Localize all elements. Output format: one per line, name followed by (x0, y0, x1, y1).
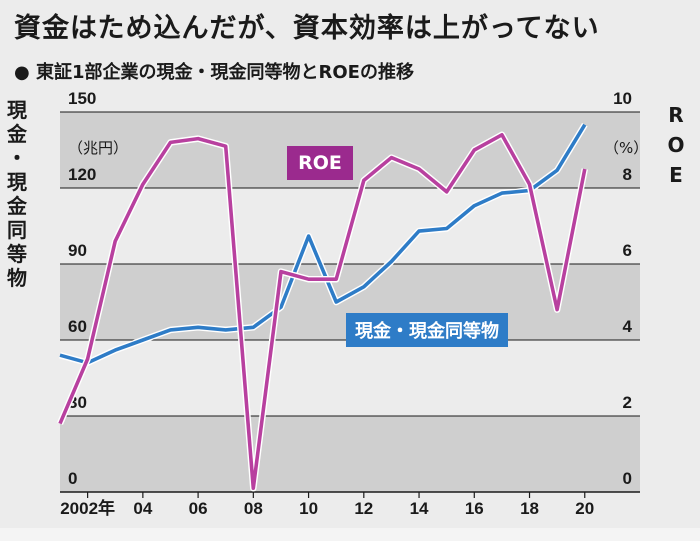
x-tick-label: 14 (410, 499, 429, 518)
right-tick-label: 4 (623, 317, 633, 336)
right-tick-label: 10 (613, 89, 632, 108)
cash-callout: 現金・現金同等物 (346, 313, 508, 347)
footer-strip (0, 528, 700, 541)
x-tick-label: 12 (354, 499, 373, 518)
roe-series-line (58, 133, 587, 491)
chart-title: 資金はため込んだが、資本効率は上がってない (14, 13, 600, 44)
grid-band (60, 416, 640, 492)
right-tick-label: 6 (623, 241, 632, 260)
left-tick-label: 0 (68, 469, 77, 488)
x-tick-label: 18 (520, 499, 539, 518)
right-tick-label: 0 (623, 469, 632, 488)
left-tick-label: 150 (68, 89, 96, 108)
right-tick-label: 2 (623, 393, 632, 412)
series-lines (57, 123, 588, 492)
x-tick-label: 2002年 (60, 498, 115, 518)
left-tick-label: 120 (68, 165, 96, 184)
x-tick-label: 10 (299, 499, 318, 518)
x-tick-label: 20 (575, 499, 594, 518)
x-tick-label: 04 (133, 499, 152, 518)
right-axis-ticks: 0 2 4 6 8 10 (613, 89, 632, 488)
chart-subtitle: ● 東証1部企業の現金・現金同等物とROEの推移 (14, 62, 414, 83)
roe-callout: ROE (287, 146, 353, 180)
left-tick-label: 90 (68, 241, 87, 260)
cash-series-line (59, 123, 587, 365)
left-tick-label: 60 (68, 317, 87, 336)
x-tick-label: 16 (465, 499, 484, 518)
x-tick-label: 06 (189, 499, 208, 518)
x-axis-ticks: 2002年 04 06 08 10 12 14 16 18 20 (60, 492, 594, 518)
grid-band (60, 340, 640, 416)
x-tick-label: 08 (244, 499, 263, 518)
right-tick-label: 8 (623, 165, 632, 184)
left-axis-label: 現金・現金同等物 (7, 98, 27, 290)
